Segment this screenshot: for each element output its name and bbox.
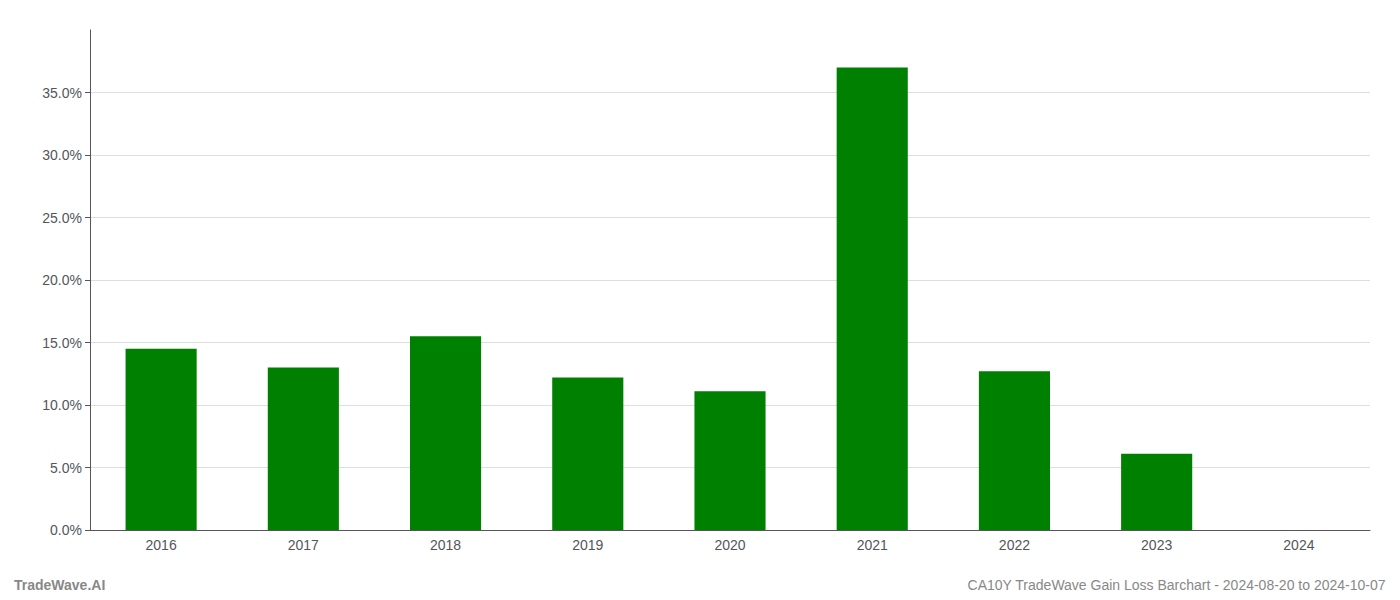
- svg-text:2021: 2021: [857, 537, 888, 553]
- svg-text:2022: 2022: [999, 537, 1030, 553]
- svg-text:30.0%: 30.0%: [42, 147, 82, 163]
- svg-text:0.0%: 0.0%: [50, 522, 82, 538]
- svg-text:2020: 2020: [714, 537, 745, 553]
- svg-text:20.0%: 20.0%: [42, 272, 82, 288]
- svg-text:2019: 2019: [572, 537, 603, 553]
- svg-text:CA10Y TradeWave Gain Loss Barc: CA10Y TradeWave Gain Loss Barchart - 202…: [968, 577, 1386, 593]
- svg-text:2024: 2024: [1283, 537, 1314, 553]
- svg-text:2018: 2018: [430, 537, 461, 553]
- svg-text:35.0%: 35.0%: [42, 85, 82, 101]
- svg-text:2023: 2023: [1141, 537, 1172, 553]
- svg-text:10.0%: 10.0%: [42, 397, 82, 413]
- svg-text:25.0%: 25.0%: [42, 210, 82, 226]
- svg-text:5.0%: 5.0%: [50, 460, 82, 476]
- svg-text:15.0%: 15.0%: [42, 335, 82, 351]
- svg-text:TradeWave.AI: TradeWave.AI: [14, 577, 105, 593]
- svg-text:2016: 2016: [146, 537, 177, 553]
- svg-text:2017: 2017: [288, 537, 319, 553]
